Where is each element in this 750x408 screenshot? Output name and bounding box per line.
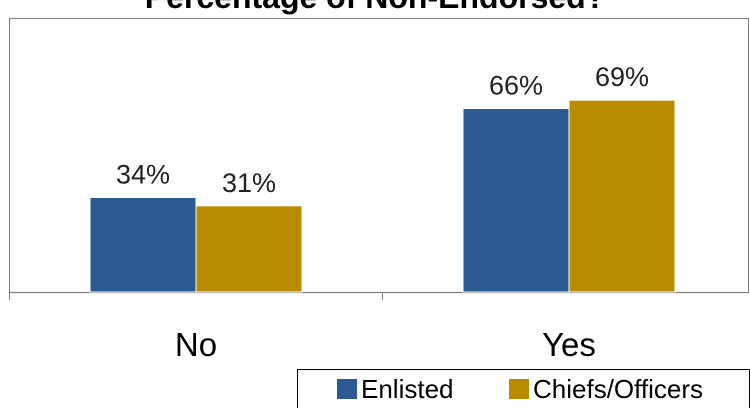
- category-label-yes: Yes: [542, 326, 596, 363]
- category-label-no: No: [175, 326, 217, 363]
- bar-yes-enlisted: [462, 108, 570, 293]
- value-label-no-chiefs-officers: 31%: [222, 168, 276, 198]
- bar-no-enlisted: [89, 196, 197, 293]
- chart-title: Percentage of Non-Endorsed?: [145, 0, 606, 15]
- legend-swatch-enlisted: [337, 379, 357, 399]
- legend-label-chiefs-officers: Chiefs/Officers: [533, 374, 703, 404]
- value-label-yes-enlisted: 66%: [489, 71, 543, 101]
- value-label-no-enlisted: 34%: [116, 159, 170, 189]
- legend-label-enlisted: Enlisted: [361, 374, 454, 404]
- legend: Enlisted Chiefs/Officers: [297, 369, 750, 408]
- bar-yes-chiefs-officers: [568, 99, 676, 293]
- value-label-yes-chiefs-officers: 69%: [595, 62, 649, 92]
- bar-no-chiefs-officers: [195, 205, 303, 293]
- bars-group: 34% 31% 66% 69%: [89, 62, 676, 293]
- legend-swatch-chiefs-officers: [509, 379, 529, 399]
